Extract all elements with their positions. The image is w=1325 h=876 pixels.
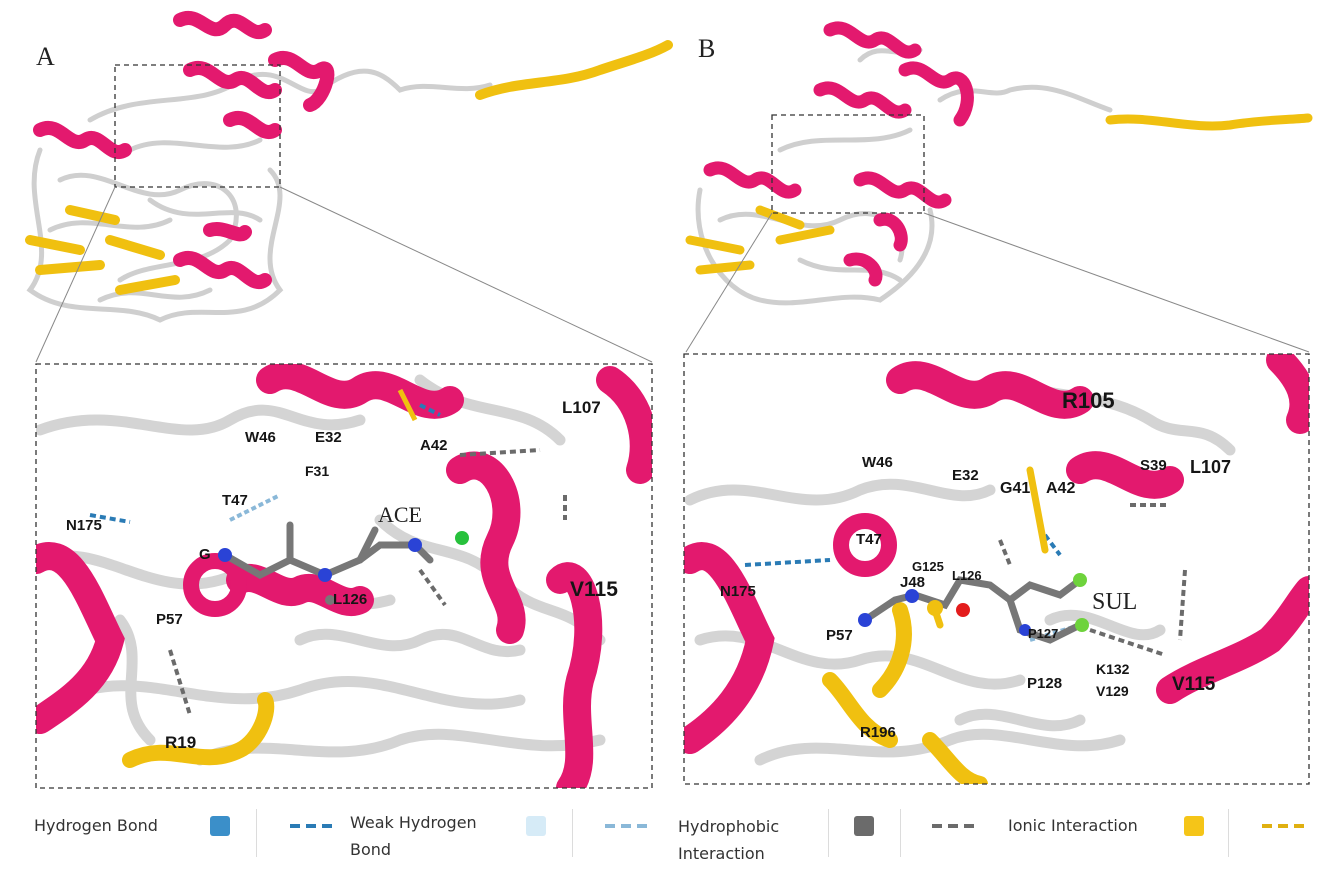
panel-a-inset: L107 W46 E32 A42 F31 T47 N175 G L126 V11… <box>35 363 653 789</box>
residue-label: L107 <box>1190 457 1231 477</box>
residue-label: P57 <box>826 627 853 644</box>
panel-a-overview <box>25 11 673 363</box>
residue-label: F31 <box>305 463 329 479</box>
residue-label: W46 <box>862 454 893 471</box>
legend-label-line: Interaction <box>678 844 765 863</box>
residue-label: P128 <box>1027 675 1062 692</box>
residue-label: A42 <box>420 437 448 454</box>
panel-b-labels: R105 L107 W46 E32 S39 G41 A42 T47 N175 G… <box>720 388 1231 741</box>
legend-dash-hydrophobic-interaction <box>932 824 978 828</box>
residue-label: G41 <box>1000 480 1030 497</box>
legend-swatch-hydrogen-bond <box>210 816 230 836</box>
residue-label: R105 <box>1062 388 1115 413</box>
panel-b-letter: B <box>698 34 716 63</box>
legend-dash-weak-hydrogen-bond <box>605 824 651 828</box>
legend-swatch-weak-hydrogen-bond <box>526 816 546 836</box>
legend-label-ionic-interaction: Ionic Interaction <box>1008 816 1138 835</box>
legend-label-hydrophobic-interaction: Hydrophobic Interaction <box>678 813 779 867</box>
residue-label: L126 <box>333 591 367 608</box>
legend-separator <box>572 809 573 857</box>
residue-label: L107 <box>562 398 601 417</box>
residue-label: T47 <box>856 531 882 548</box>
interaction-legend: Hydrogen Bond Weak Hydrogen Bond Hydroph… <box>0 797 1325 876</box>
residue-label: P127 <box>1028 626 1058 641</box>
legend-label-hydrogen-bond: Hydrogen Bond <box>34 816 158 835</box>
legend-label-weak-hydrogen-bond: Weak Hydrogen Bond <box>350 809 477 863</box>
legend-label-line: Bond <box>350 840 392 859</box>
residue-label: R196 <box>860 724 896 741</box>
residue-label: S39 <box>1140 457 1167 474</box>
residue-label: L126 <box>952 568 982 583</box>
residue-label: W46 <box>245 429 276 446</box>
panel-b-inset: R105 L107 W46 E32 S39 G41 A42 T47 N175 G… <box>683 353 1310 785</box>
residue-label: N175 <box>720 583 756 600</box>
legend-dash-hydrogen-bond <box>290 824 336 828</box>
panel-a-letter: A <box>36 42 55 71</box>
legend-label-line: Hydrophobic <box>678 817 780 836</box>
residue-label: V129 <box>1096 683 1129 699</box>
residue-label: R19 <box>165 733 196 752</box>
ligand-label: ACE <box>378 502 422 527</box>
legend-dash-ionic-interaction <box>1262 824 1308 828</box>
legend-separator <box>256 809 257 857</box>
panel-a-labels: L107 W46 E32 A42 F31 T47 N175 G L126 V11… <box>66 398 618 752</box>
residue-label: E32 <box>952 467 979 484</box>
legend-separator <box>1228 809 1229 857</box>
residue-label: K132 <box>1096 661 1130 677</box>
panel-b-overview <box>685 21 1313 353</box>
legend-label-line: Weak Hydrogen <box>350 813 477 832</box>
legend-swatch-hydrophobic-interaction <box>854 816 874 836</box>
residue-label: N175 <box>66 517 102 534</box>
legend-separator <box>828 809 829 857</box>
residue-label: V115 <box>1172 674 1216 695</box>
residue-label: J48 <box>900 574 925 591</box>
ligand-label: SUL <box>1092 589 1137 615</box>
legend-swatch-ionic-interaction <box>1184 816 1204 836</box>
legend-separator <box>900 809 901 857</box>
docking-figure: L107 W46 E32 A42 F31 T47 N175 G L126 V11… <box>25 11 1313 789</box>
residue-label: P57 <box>156 611 183 628</box>
residue-label: A42 <box>1046 480 1075 497</box>
residue-label: V115 <box>570 578 618 601</box>
residue-label: T47 <box>222 492 248 509</box>
residue-label: G125 <box>912 559 944 574</box>
residue-label: E32 <box>315 429 342 446</box>
residue-label: G <box>199 546 211 563</box>
